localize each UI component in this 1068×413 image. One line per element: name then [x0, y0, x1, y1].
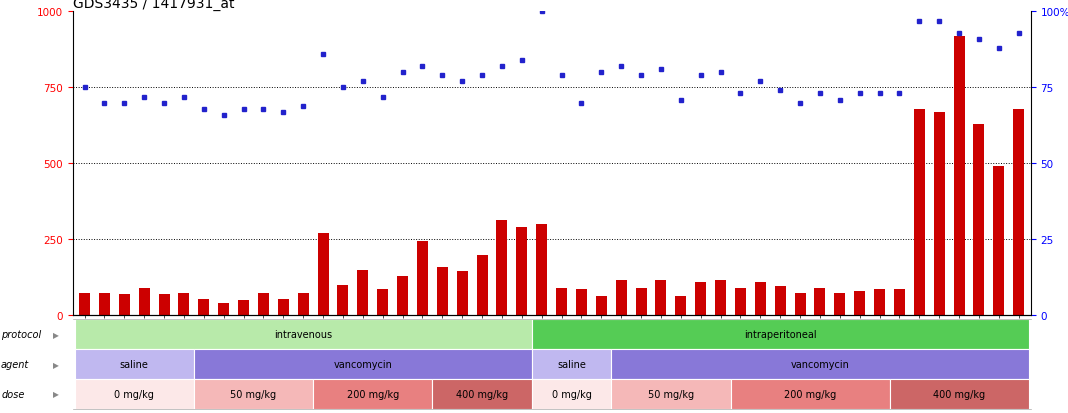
Bar [536, 225, 547, 316]
Bar [397, 276, 408, 316]
Bar [854, 291, 865, 316]
Bar [616, 281, 627, 316]
Bar [298, 293, 309, 316]
Bar [497, 220, 507, 316]
Bar [377, 290, 388, 316]
Bar [317, 234, 329, 316]
Text: 200 mg/kg: 200 mg/kg [784, 389, 836, 399]
Text: 50 mg/kg: 50 mg/kg [648, 389, 694, 399]
Bar [716, 281, 726, 316]
Bar [973, 125, 985, 316]
Text: saline: saline [120, 359, 148, 369]
Bar [695, 282, 706, 316]
Text: saline: saline [557, 359, 586, 369]
Bar [119, 294, 130, 316]
Bar [476, 255, 487, 316]
Bar [358, 270, 368, 316]
Bar [954, 37, 964, 316]
Bar [635, 288, 646, 316]
Bar [894, 290, 905, 316]
Text: 0 mg/kg: 0 mg/kg [551, 389, 592, 399]
Bar [755, 282, 766, 316]
Bar [99, 293, 110, 316]
Text: intravenous: intravenous [274, 330, 332, 339]
Bar [815, 288, 826, 316]
Bar [199, 299, 209, 316]
Bar [933, 112, 945, 316]
Text: 200 mg/kg: 200 mg/kg [347, 389, 398, 399]
Text: protocol: protocol [1, 330, 42, 339]
Bar [795, 293, 805, 316]
Bar [278, 299, 288, 316]
Text: ▶: ▶ [53, 389, 60, 399]
Text: dose: dose [1, 389, 25, 399]
Text: 50 mg/kg: 50 mg/kg [231, 389, 277, 399]
Text: ▶: ▶ [53, 360, 60, 369]
Bar [656, 281, 666, 316]
Bar [993, 167, 1004, 316]
Bar [1014, 109, 1024, 316]
Bar [774, 287, 786, 316]
Bar [516, 228, 528, 316]
Bar [139, 288, 150, 316]
Text: agent: agent [1, 359, 29, 369]
Text: vancomycin: vancomycin [790, 359, 849, 369]
Bar [576, 290, 587, 316]
Bar [417, 241, 428, 316]
Text: 400 mg/kg: 400 mg/kg [933, 389, 985, 399]
Bar [556, 288, 567, 316]
Bar [437, 267, 447, 316]
Bar [457, 272, 468, 316]
Text: GDS3435 / 1417931_at: GDS3435 / 1417931_at [73, 0, 234, 12]
Bar [735, 288, 745, 316]
Bar [596, 296, 607, 316]
Bar [238, 300, 249, 316]
Bar [178, 293, 189, 316]
Bar [218, 304, 230, 316]
Text: ▶: ▶ [53, 330, 60, 339]
Bar [914, 109, 925, 316]
Text: vancomycin: vancomycin [333, 359, 392, 369]
Bar [258, 293, 269, 316]
Text: 0 mg/kg: 0 mg/kg [114, 389, 154, 399]
Text: intraperitoneal: intraperitoneal [744, 330, 817, 339]
Bar [158, 294, 170, 316]
Text: 400 mg/kg: 400 mg/kg [456, 389, 508, 399]
Bar [874, 290, 885, 316]
Bar [675, 296, 687, 316]
Bar [337, 285, 348, 316]
Bar [834, 293, 845, 316]
Bar [79, 293, 90, 316]
